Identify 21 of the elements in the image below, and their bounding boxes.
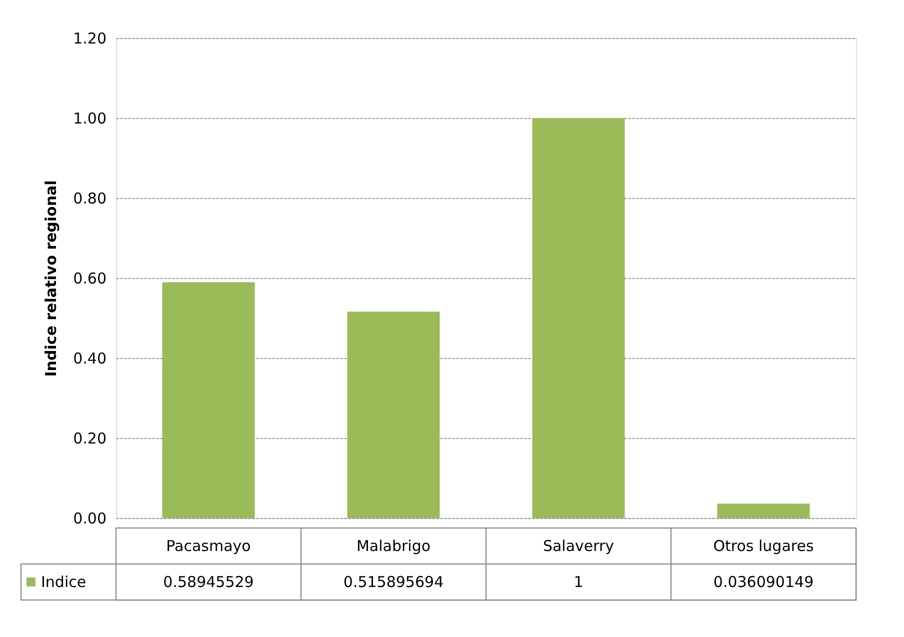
y-tick-label: 0.00	[73, 510, 106, 528]
bar	[162, 282, 255, 518]
data-label: 0.515895694	[343, 573, 444, 591]
bar	[717, 504, 810, 518]
x-tick-label: Malabrigo	[356, 537, 431, 555]
bar	[532, 118, 625, 518]
y-tick-label: 0.40	[73, 350, 106, 368]
legend-label: Indice	[41, 573, 86, 591]
y-tick-label: 1.20	[73, 30, 106, 48]
y-tick-label: 0.80	[73, 190, 106, 208]
y-tick-label: 1.00	[73, 110, 106, 128]
data-label: 0.036090149	[713, 573, 814, 591]
x-tick-label: Salaverry	[542, 537, 614, 555]
data-label: 0.58945529	[163, 573, 254, 591]
y-tick-label: 0.20	[73, 430, 106, 448]
data-label: 1	[574, 573, 584, 591]
bar	[347, 312, 440, 518]
y-axis-title: Indice relativo regional	[42, 180, 60, 377]
y-tick-label: 0.60	[73, 270, 106, 288]
x-tick-label: Pacasmayo	[166, 537, 251, 555]
x-tick-label: Otros lugares	[713, 537, 814, 555]
